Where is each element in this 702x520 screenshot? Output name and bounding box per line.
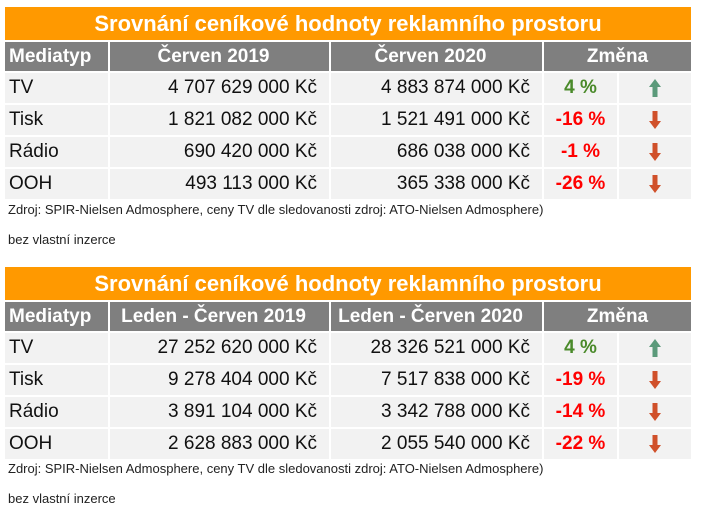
header-period-1: Červen 2019 <box>110 42 329 71</box>
header-period-1: Leden - Červen 2019 <box>110 302 329 331</box>
value-period-2: 7 517 838 000 Kč <box>331 365 542 395</box>
change-percent: 4 % <box>544 73 617 103</box>
value-period-2: 2 055 540 000 Kč <box>331 429 542 459</box>
table-row: TV 27 252 620 000 Kč 28 326 521 000 Kč 4… <box>5 331 691 363</box>
table-title: Srovnání ceníkové hodnoty reklamního pro… <box>5 267 691 300</box>
exclusion-note: bez vlastní inzerce <box>8 491 116 506</box>
value-period-1: 27 252 620 000 Kč <box>110 333 329 363</box>
table-row: TV 4 707 629 000 Kč 4 883 874 000 Kč 4 % <box>5 71 691 103</box>
source-note: Zdroj: SPIR-Nielsen Admosphere, ceny TV … <box>8 202 544 217</box>
change-percent: -19 % <box>544 365 617 395</box>
arrow-down-icon <box>619 137 691 167</box>
arrow-up-icon <box>619 73 691 103</box>
table-row: OOH 2 628 883 000 Kč 2 055 540 000 Kč -2… <box>5 427 691 459</box>
change-percent: -1 % <box>544 137 617 167</box>
value-period-1: 4 707 629 000 Kč <box>110 73 329 103</box>
exclusion-note: bez vlastní inzerce <box>8 232 116 247</box>
header-row: Mediatyp Červen 2019 Červen 2020 Změna <box>5 40 691 71</box>
media-type: OOH <box>5 429 108 459</box>
table-row: Tisk 1 821 082 000 Kč 1 521 491 000 Kč -… <box>5 103 691 135</box>
media-type: Rádio <box>5 397 108 427</box>
value-period-2: 686 038 000 Kč <box>331 137 542 167</box>
arrow-down-icon <box>619 169 691 199</box>
price-comparison-table: Srovnání ceníkové hodnoty reklamního pro… <box>5 267 691 459</box>
media-type: TV <box>5 73 108 103</box>
header-row: Mediatyp Leden - Červen 2019 Leden - Čer… <box>5 300 691 331</box>
media-type: Tisk <box>5 365 108 395</box>
change-percent: -26 % <box>544 169 617 199</box>
change-percent: 4 % <box>544 333 617 363</box>
change-percent: -16 % <box>544 105 617 135</box>
value-period-2: 3 342 788 000 Kč <box>331 397 542 427</box>
media-type: OOH <box>5 169 108 199</box>
table-row: Rádio 690 420 000 Kč 686 038 000 Kč -1 % <box>5 135 691 167</box>
arrow-down-icon <box>619 397 691 427</box>
change-percent: -22 % <box>544 429 617 459</box>
header-period-2: Leden - Červen 2020 <box>331 302 542 331</box>
arrow-down-icon <box>619 429 691 459</box>
header-change: Změna <box>544 42 691 71</box>
value-period-2: 365 338 000 Kč <box>331 169 542 199</box>
change-percent: -14 % <box>544 397 617 427</box>
price-comparison-table: Srovnání ceníkové hodnoty reklamního pro… <box>5 7 691 199</box>
media-type: Tisk <box>5 105 108 135</box>
value-period-2: 1 521 491 000 Kč <box>331 105 542 135</box>
media-type: Rádio <box>5 137 108 167</box>
value-period-1: 493 113 000 Kč <box>110 169 329 199</box>
arrow-up-icon <box>619 333 691 363</box>
value-period-2: 4 883 874 000 Kč <box>331 73 542 103</box>
value-period-1: 3 891 104 000 Kč <box>110 397 329 427</box>
header-mediatyp: Mediatyp <box>5 42 108 71</box>
value-period-1: 2 628 883 000 Kč <box>110 429 329 459</box>
header-mediatyp: Mediatyp <box>5 302 108 331</box>
value-period-2: 28 326 521 000 Kč <box>331 333 542 363</box>
value-period-1: 690 420 000 Kč <box>110 137 329 167</box>
arrow-down-icon <box>619 105 691 135</box>
table-row: OOH 493 113 000 Kč 365 338 000 Kč -26 % <box>5 167 691 199</box>
header-change: Změna <box>544 302 691 331</box>
value-period-1: 1 821 082 000 Kč <box>110 105 329 135</box>
table-title: Srovnání ceníkové hodnoty reklamního pro… <box>5 7 691 40</box>
table-row: Tisk 9 278 404 000 Kč 7 517 838 000 Kč -… <box>5 363 691 395</box>
media-type: TV <box>5 333 108 363</box>
source-note: Zdroj: SPIR-Nielsen Admosphere, ceny TV … <box>8 461 544 476</box>
arrow-down-icon <box>619 365 691 395</box>
table-row: Rádio 3 891 104 000 Kč 3 342 788 000 Kč … <box>5 395 691 427</box>
header-period-2: Červen 2020 <box>331 42 542 71</box>
value-period-1: 9 278 404 000 Kč <box>110 365 329 395</box>
